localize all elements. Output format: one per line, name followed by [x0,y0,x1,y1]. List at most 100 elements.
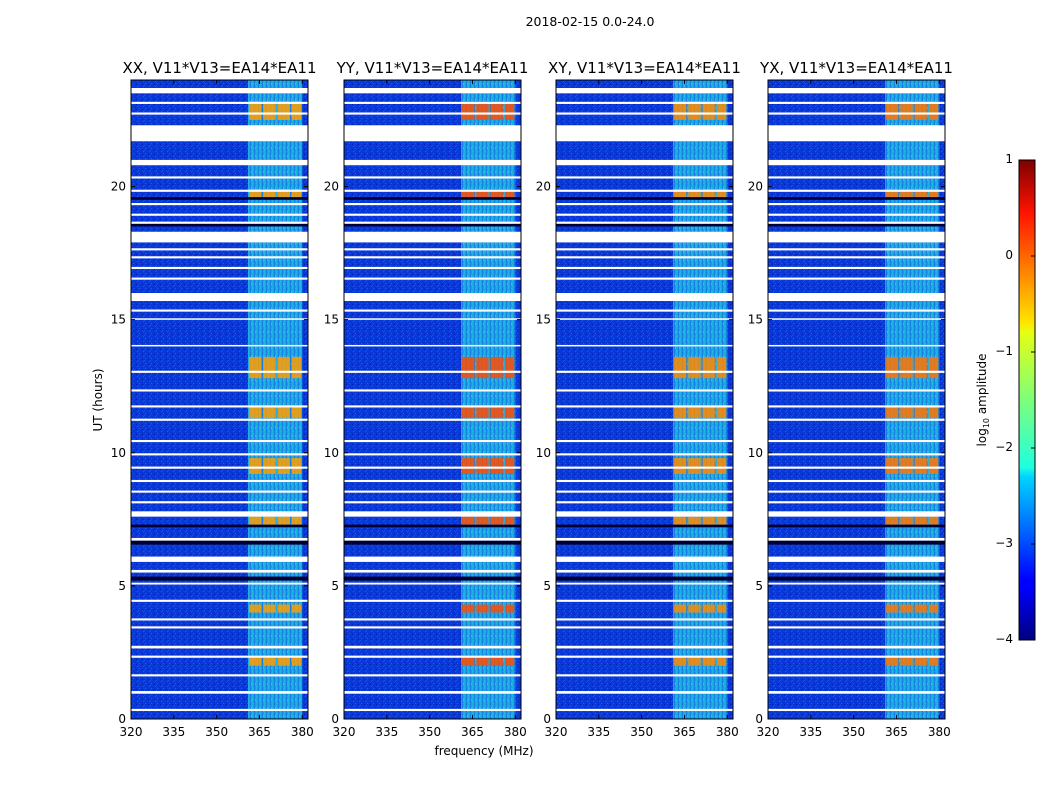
bright-block [900,356,913,379]
flagged-row [768,189,945,192]
flagged-row [344,645,521,649]
flagged-row [556,318,733,320]
dark-row [556,576,733,581]
flagged-row [768,453,945,456]
bright-block [277,189,290,198]
dark-row [344,576,521,581]
colorbar-label-subscript: 10 [982,418,991,428]
bright-block [462,407,475,419]
y-tick-label: 10 [748,446,763,460]
dark-row [131,223,308,227]
bright-block [291,604,302,613]
flagged-row [344,582,521,585]
bright-block [716,657,727,666]
dark-row [556,540,733,545]
bright-block [688,657,701,666]
flagged-row [344,318,521,320]
flagged-row [556,537,733,541]
x-tick-label: 320 [120,725,143,739]
bright-block [716,356,727,379]
bright-block [277,657,290,666]
bright-block [504,407,515,419]
flagged-row [556,418,733,421]
figure-title: 2018-02-15 0.0-24.0 [526,14,655,29]
flagged-row [556,266,733,270]
bright-block [490,189,503,198]
flagged-row [131,389,308,392]
bright-block [504,516,515,525]
bright-block [688,407,701,419]
bright-block [900,458,913,475]
bright-block [914,458,927,475]
y-tick-label: 20 [748,180,763,194]
colorbar-label: log10 amplitude [975,354,991,447]
flagged-row [344,176,521,179]
flagged-row [768,708,945,712]
flagged-row [556,176,733,179]
flagged-row [556,556,733,562]
bright-block [249,356,262,379]
flagged-row [344,277,521,280]
flagged-row [344,87,521,94]
bright-block [914,516,927,525]
x-tick-label: 350 [842,725,865,739]
bright-block [900,516,913,525]
flagged-row [768,599,945,602]
colorbar-label-base: log [975,428,989,446]
panel-4: YX, V11*V13=EA14*EA11 320 335 350 365 380 0 5 10… [748,59,953,739]
flagged-row [556,708,733,712]
flagged-row [556,344,733,347]
flagged-row [768,309,945,312]
flagged-row [344,674,521,677]
x-tick-label: 320 [545,725,568,739]
panel-1: XX, V11*V13=EA14*EA11 320 335 350 365 380 0 5 10… [111,59,317,739]
bright-block [291,657,302,666]
bright-block [462,657,475,666]
flagged-row [344,221,521,224]
bright-block [476,189,489,198]
flagged-row [344,466,521,469]
dark-row [131,524,308,528]
bright-block [291,407,302,419]
flagged-row [556,453,733,456]
flagged-row [768,511,945,517]
colorbar-tick-label: −4 [995,632,1013,646]
flagged-row [768,248,945,251]
bright-block [674,516,687,525]
flagged-row [131,655,308,658]
dark-row [344,197,521,200]
bright-block [291,356,302,379]
flagged-row [344,256,521,259]
y-tick-label: 0 [118,712,126,726]
flagged-row [768,691,945,694]
flagged-row [344,344,521,347]
colorbar-gradient [1018,159,1036,641]
flagged-row [344,370,521,373]
flagged-row [131,248,308,251]
colorbar: log10 amplitude 10−1−2−3−4 [975,152,1036,646]
flagged-row [556,490,733,493]
x-tick-label: 350 [205,725,228,739]
flagged-row [131,708,308,712]
flagged-row [556,221,733,224]
flagged-row [131,87,308,94]
flagged-row [768,203,945,206]
colorbar-tick-label: −3 [995,536,1013,550]
bright-block [886,604,899,613]
bright-block [277,458,290,475]
bright-block [277,101,290,120]
panel-frame [767,79,946,720]
bright-block [249,407,262,419]
flagged-row [556,231,733,243]
flagged-row [768,626,945,629]
flagged-row [344,309,521,312]
bright-block [688,458,701,475]
flagged-row [131,569,308,573]
flagged-row [768,231,945,243]
bright-block [674,604,687,613]
y-tick-label: 0 [543,712,551,726]
bright-block [886,356,899,379]
x-tick-label: 320 [333,725,356,739]
bright-block [702,458,715,475]
